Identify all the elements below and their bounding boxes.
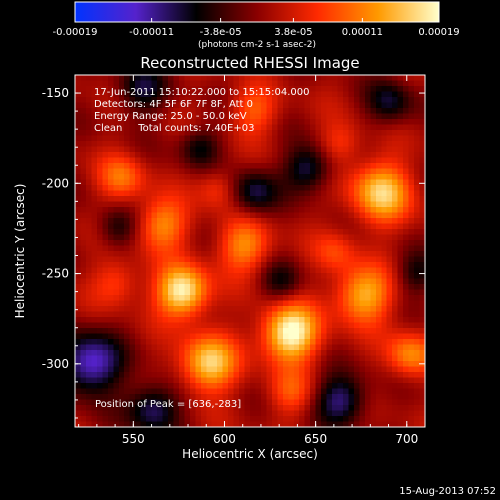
colorbar-ticks: -0.00019 -0.00011 -3.8e-05 3.8e-05 0.00011 0.… (53, 18, 460, 38)
colorbar-tick-label: 0.00019 (418, 27, 459, 38)
y-axis: -150 -200 -250 -300 (42, 74, 425, 419)
x-tick-label: 700 (395, 432, 418, 446)
x-axis-label: Heliocentric X (arcsec) (182, 447, 318, 461)
info-line-time: 17-Jun-2011 15:10:22.000 to 15:15:04.000 (94, 87, 310, 98)
heatmap-image (75, 75, 425, 427)
x-tick-label: 550 (122, 432, 145, 446)
colorbar-tick-label: 0.00011 (342, 27, 383, 38)
footer-timestamp: 15-Aug-2013 07:52 (399, 486, 496, 497)
y-tick-label: -200 (42, 176, 69, 190)
y-tick-label: -300 (42, 357, 69, 371)
colorbar-tick-label: -0.00019 (53, 27, 98, 38)
colorbar-unit-label: (photons cm-2 s-1 asec-2) (198, 40, 316, 50)
info-line-energy: Energy Range: 25.0 - 50.0 keV (94, 111, 247, 122)
x-tick-label: 650 (304, 432, 327, 446)
colorbar: -0.00019 -0.00011 -3.8e-05 3.8e-05 0.00011 0.… (53, 1, 460, 50)
chart-title: Reconstructed RHESSI Image (140, 54, 359, 72)
colorbar-tick-label: 3.8e-05 (274, 27, 312, 38)
info-annotation: 17-Jun-2011 15:10:22.000 to 15:15:04.000… (94, 87, 310, 134)
heatmap-panel (74, 74, 426, 428)
colorbar-tick-label: -0.00011 (129, 27, 174, 38)
peak-position-label: Position of Peak = [636,-283] (95, 399, 241, 410)
colorbar-tick-label: -3.8e-05 (200, 27, 242, 38)
x-tick-label: 600 (213, 432, 236, 446)
plot-frame (74, 74, 426, 428)
info-line-detectors: Detectors: 4F 5F 6F 7F 8F, Att 0 (94, 99, 253, 110)
y-tick-label: -150 (42, 86, 69, 100)
info-line-counts: Clean Total counts: 7.40E+03 (94, 123, 254, 134)
y-tick-label: -250 (42, 267, 69, 281)
y-axis-label: Heliocentric Y (arcsec) (13, 184, 27, 319)
x-axis: 550 600 650 700 (78, 75, 426, 446)
colorbar-gradient (74, 1, 440, 23)
